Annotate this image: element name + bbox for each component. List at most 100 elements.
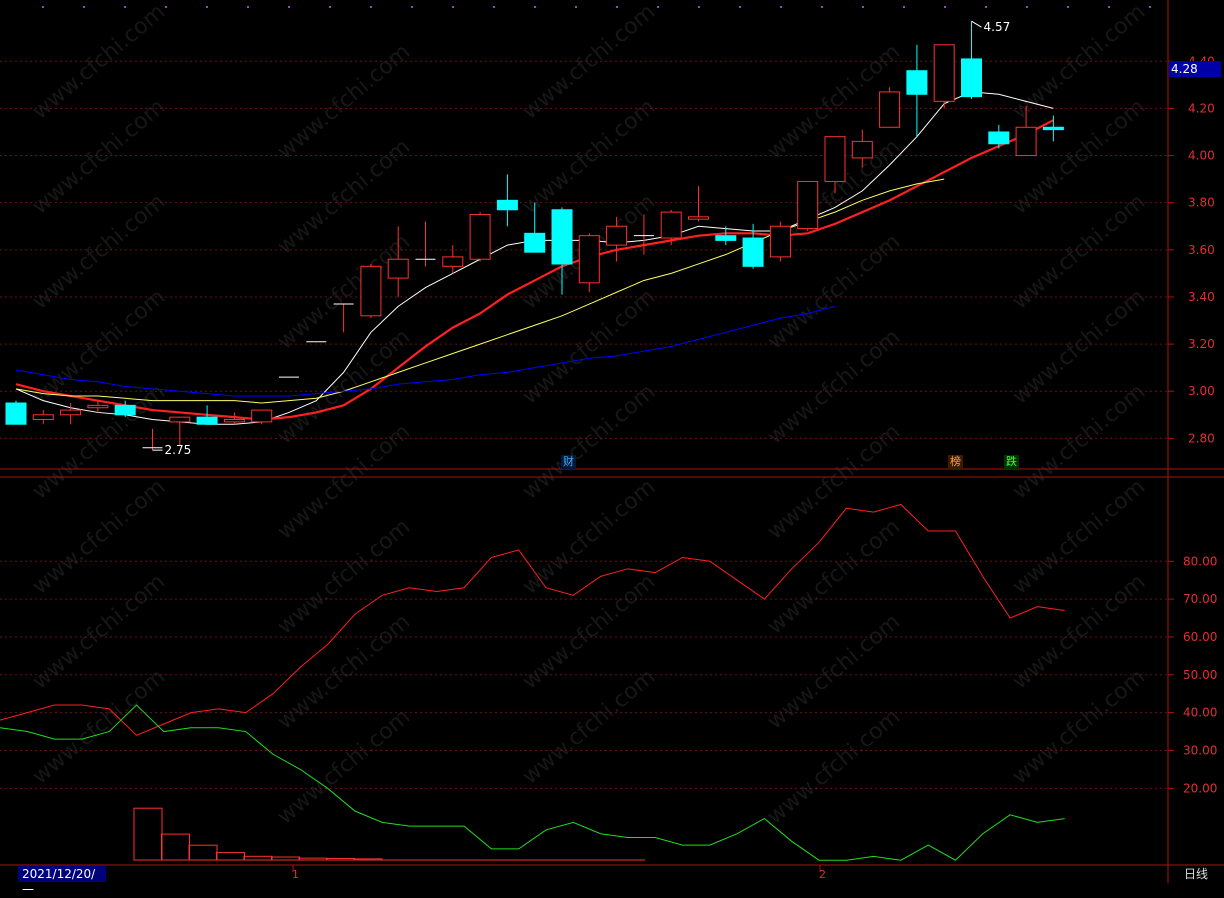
moving-average-lines <box>15 91 1054 425</box>
moving-average-line <box>15 305 836 397</box>
candle-body <box>578 235 600 284</box>
candle-body <box>1015 126 1037 157</box>
candle-body <box>32 414 54 421</box>
candle-body <box>906 70 928 95</box>
indicator-line <box>0 704 1065 861</box>
top-marker-dot <box>698 6 700 8</box>
top-marker-dot <box>575 6 577 8</box>
candle-body <box>114 404 136 416</box>
top-marker-dot <box>1026 6 1028 8</box>
top-marker-dot <box>616 6 618 8</box>
top-marker-dot <box>42 6 44 8</box>
price-tick-label: 3.40 <box>1188 290 1215 304</box>
indicator-line <box>0 503 1065 736</box>
price-tick-label: 2.80 <box>1188 431 1215 445</box>
price-tick-label: 4.20 <box>1188 101 1215 115</box>
candle-body <box>551 209 573 265</box>
drop-marker[interactable]: 跌 <box>1004 455 1019 469</box>
cursor-date-label: 2021/12/20/一 <box>18 866 106 897</box>
low-price-label: 2.75 <box>165 443 192 457</box>
top-marker-dot <box>903 6 905 8</box>
top-marker-dot <box>288 6 290 8</box>
candle-body <box>879 91 901 128</box>
candle-body <box>223 419 245 423</box>
top-marker-dot <box>247 6 249 8</box>
candle-body <box>769 225 791 258</box>
top-marker-dot <box>657 6 659 8</box>
price-tick-label: 3.80 <box>1188 196 1215 210</box>
top-marker-dot <box>124 6 126 8</box>
price-tick-label: 3.60 <box>1188 243 1215 257</box>
moving-average-line <box>15 119 1054 421</box>
candle-body <box>87 404 109 409</box>
candle-body <box>5 402 27 425</box>
top-marker-dot <box>944 6 946 8</box>
price-tick-label: 3.00 <box>1188 384 1215 398</box>
volume-profile-bar <box>161 833 190 861</box>
last-price-tag: 4.28 <box>1169 61 1221 77</box>
price-tick-label: 4.00 <box>1188 149 1215 163</box>
ranking-marker[interactable]: 榜 <box>948 455 963 469</box>
indicator-tick-label: 40.00 <box>1183 706 1217 720</box>
candle-body <box>1042 126 1064 131</box>
top-marker-dot <box>821 6 823 8</box>
candle-body <box>60 409 82 416</box>
candle-body <box>169 416 191 423</box>
candle-body <box>442 256 464 267</box>
top-marker-dot <box>452 6 454 8</box>
top-marker-dot <box>206 6 208 8</box>
candle-body <box>524 232 546 253</box>
top-marker-dot <box>534 6 536 8</box>
top-marker-dot <box>780 6 782 8</box>
candle-body <box>851 140 873 159</box>
candle-body <box>742 237 764 267</box>
top-marker-dot <box>83 6 85 8</box>
high-price-label: 4.57 <box>984 20 1011 34</box>
candle-body <box>715 235 737 241</box>
top-marker-dot <box>1149 6 1151 8</box>
price-tick-label: 3.20 <box>1188 337 1215 351</box>
high-pointer <box>971 20 982 28</box>
candle-body <box>606 225 628 246</box>
top-marker-dot <box>493 6 495 8</box>
volume-profile <box>133 807 645 861</box>
indicator-tick-label: 70.00 <box>1183 592 1217 606</box>
price-axis: 4.404.204.003.803.603.403.203.002.8080.0… <box>1168 54 1217 795</box>
candle-body <box>387 258 409 279</box>
finance-marker[interactable]: 财 <box>561 455 576 469</box>
top-marker-dot <box>329 6 331 8</box>
top-marker-dot <box>1108 6 1110 8</box>
month-label-1: 1 <box>292 868 299 881</box>
top-marker-dot <box>1067 6 1069 8</box>
candlestick-series[interactable]: 4.57 2.75 <box>5 20 1064 457</box>
top-marker-dot <box>985 6 987 8</box>
candle-body <box>824 136 846 182</box>
top-marker-dot <box>370 6 372 8</box>
top-marker-dot <box>411 6 413 8</box>
volume-profile-bar <box>243 855 273 861</box>
grid-lines <box>0 6 1168 789</box>
period-button[interactable]: 日线 <box>1183 867 1208 881</box>
indicator-tick-label: 80.00 <box>1183 554 1217 568</box>
top-marker-dot <box>739 6 741 8</box>
candle-body <box>988 131 1010 145</box>
top-marker-dot <box>862 6 864 8</box>
moving-average-line <box>15 91 1054 425</box>
indicator-tick-label: 60.00 <box>1183 630 1217 644</box>
indicator-tick-label: 50.00 <box>1183 668 1217 682</box>
candle-body <box>797 180 819 230</box>
indicator-tick-label: 30.00 <box>1183 743 1217 757</box>
candle-body <box>496 199 518 211</box>
candle-body <box>961 58 982 98</box>
candle-body <box>688 216 709 220</box>
candle-body <box>933 44 955 102</box>
volume-profile-bar <box>188 844 218 861</box>
volume-profile-bar <box>216 852 245 861</box>
candle-body <box>196 416 218 425</box>
indicator-tick-label: 20.00 <box>1183 781 1217 795</box>
candle-body <box>660 211 682 239</box>
candle-body <box>251 409 273 423</box>
month-label-2: 2 <box>819 868 826 881</box>
